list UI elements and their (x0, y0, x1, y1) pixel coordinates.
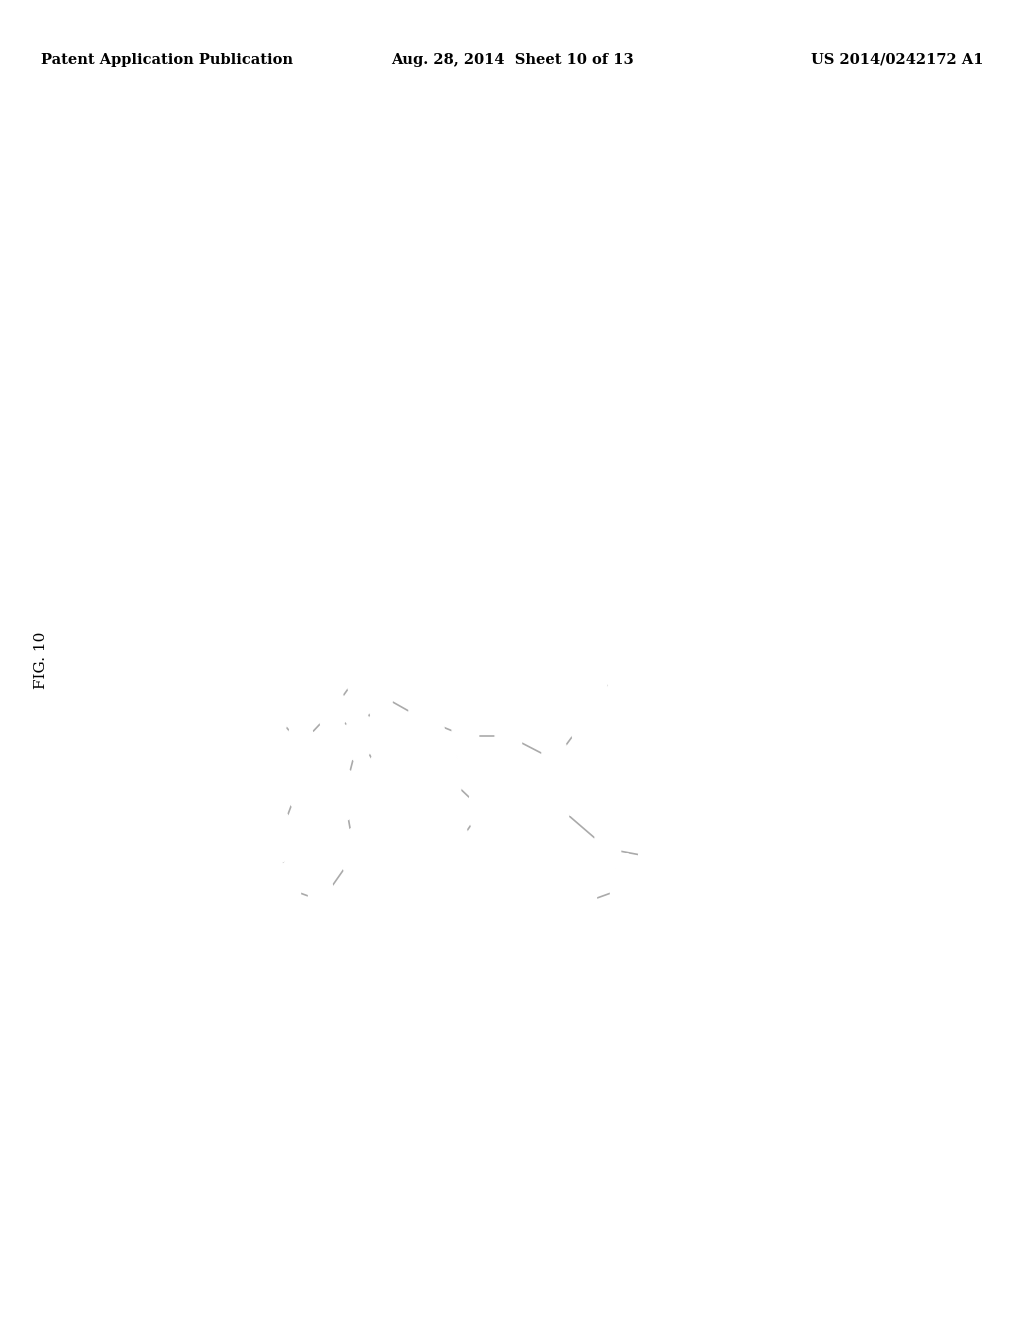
Ellipse shape (266, 810, 293, 862)
Ellipse shape (331, 768, 357, 821)
Ellipse shape (346, 647, 373, 700)
Ellipse shape (480, 808, 498, 843)
Ellipse shape (462, 842, 481, 880)
Text: O11: O11 (364, 661, 384, 669)
Ellipse shape (442, 821, 470, 873)
Ellipse shape (468, 783, 496, 836)
Ellipse shape (247, 675, 268, 715)
Text: C20: C20 (559, 671, 578, 680)
Text: Aug. 28, 2014  Sheet 10 of 13: Aug. 28, 2014 Sheet 10 of 13 (391, 53, 633, 67)
Ellipse shape (496, 710, 522, 763)
Text: C27: C27 (642, 667, 660, 676)
Ellipse shape (569, 876, 597, 929)
Text: C5: C5 (350, 799, 362, 808)
Ellipse shape (555, 774, 572, 809)
Text: C15: C15 (561, 747, 580, 756)
Ellipse shape (341, 828, 368, 880)
Ellipse shape (564, 756, 584, 795)
Text: C10: C10 (288, 788, 306, 797)
Ellipse shape (368, 750, 395, 803)
Text: O4: O4 (387, 763, 401, 772)
Ellipse shape (594, 627, 613, 664)
Text: N1: N1 (307, 731, 321, 741)
Text: C2: C2 (283, 701, 296, 709)
Text: FIG. 10: FIG. 10 (34, 631, 48, 689)
Ellipse shape (346, 710, 373, 763)
Text: Patent Application Publication: Patent Application Publication (41, 53, 293, 67)
Text: C8: C8 (276, 892, 290, 902)
Ellipse shape (658, 838, 679, 879)
Text: C23: C23 (611, 853, 631, 862)
Text: US 2014/0242172 A1: US 2014/0242172 A1 (811, 53, 983, 67)
Ellipse shape (555, 657, 582, 710)
Ellipse shape (262, 871, 282, 909)
Ellipse shape (409, 692, 435, 744)
Text: C25: C25 (630, 892, 649, 902)
Ellipse shape (542, 734, 568, 787)
Ellipse shape (286, 758, 312, 810)
Text: N12: N12 (428, 706, 447, 714)
Ellipse shape (319, 925, 339, 964)
Ellipse shape (624, 884, 643, 921)
Text: C26: C26 (578, 907, 596, 916)
Ellipse shape (452, 710, 478, 763)
Text: C3: C3 (338, 698, 351, 708)
Ellipse shape (612, 689, 632, 727)
Ellipse shape (559, 906, 579, 942)
Text: C7: C7 (327, 907, 339, 916)
Ellipse shape (623, 653, 649, 706)
Ellipse shape (237, 690, 257, 731)
Ellipse shape (390, 758, 409, 793)
Ellipse shape (607, 668, 634, 721)
Ellipse shape (545, 665, 564, 704)
Ellipse shape (647, 824, 669, 863)
Ellipse shape (435, 751, 462, 804)
Text: C21: C21 (600, 664, 618, 673)
Ellipse shape (626, 643, 646, 684)
Ellipse shape (288, 718, 314, 771)
Ellipse shape (423, 767, 440, 801)
Ellipse shape (423, 711, 444, 752)
Text: C24: C24 (658, 861, 677, 870)
Ellipse shape (273, 862, 301, 915)
Text: C4: C4 (365, 723, 378, 733)
Text: C11: C11 (385, 681, 404, 690)
Text: C9: C9 (269, 840, 283, 849)
Ellipse shape (252, 853, 271, 891)
Ellipse shape (318, 685, 345, 738)
Ellipse shape (610, 862, 637, 915)
Text: C17: C17 (487, 813, 507, 822)
Ellipse shape (639, 655, 658, 693)
Ellipse shape (581, 651, 607, 702)
Ellipse shape (560, 647, 580, 685)
Ellipse shape (543, 779, 570, 832)
Text: C13: C13 (471, 723, 490, 733)
Ellipse shape (308, 875, 335, 927)
Ellipse shape (261, 686, 288, 739)
Ellipse shape (639, 830, 666, 883)
Ellipse shape (575, 634, 595, 672)
Ellipse shape (304, 911, 324, 949)
Ellipse shape (665, 855, 684, 894)
Text: C19: C19 (589, 709, 608, 718)
Text: C18: C18 (437, 781, 456, 791)
Ellipse shape (634, 870, 653, 907)
Text: O17: O17 (446, 850, 467, 859)
Ellipse shape (353, 858, 371, 892)
Text: C6: C6 (360, 858, 374, 867)
Text: C16: C16 (562, 809, 582, 818)
Text: C14: C14 (514, 723, 534, 733)
Ellipse shape (569, 696, 597, 747)
Ellipse shape (366, 668, 392, 721)
Text: C22: C22 (627, 681, 646, 690)
Ellipse shape (567, 925, 585, 960)
Ellipse shape (594, 822, 621, 875)
